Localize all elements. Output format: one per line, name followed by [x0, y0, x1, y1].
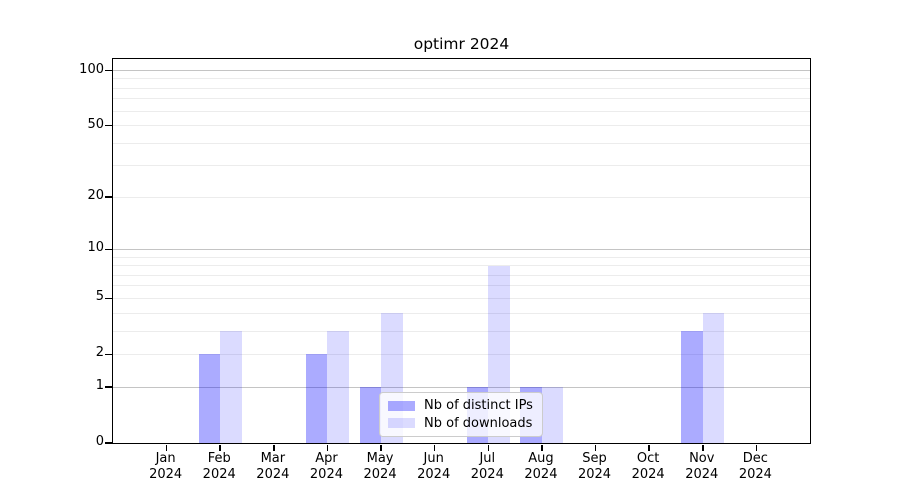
x-tick-label: Nov 2024	[672, 451, 732, 483]
gridline-minor	[113, 256, 810, 258]
gridline-minor	[113, 110, 810, 112]
y-tick-label: 1	[95, 378, 104, 394]
y-tick-label: 0	[95, 434, 104, 449]
x-tick-year: 2024	[202, 467, 236, 482]
gridline-minor	[113, 196, 810, 198]
y-tick-label: 50	[87, 116, 104, 132]
x-tick-year: 2024	[256, 467, 290, 482]
y-tick	[105, 248, 112, 251]
x-tick-label: Feb 2024	[189, 451, 249, 483]
bar-distinct-ips	[198, 354, 221, 443]
bar-distinct-ips	[681, 331, 703, 443]
gridline-major	[113, 248, 810, 250]
x-tick	[701, 445, 704, 451]
legend-item: Nb of downloads	[388, 416, 534, 431]
legend-label: Nb of distinct IPs	[424, 398, 533, 414]
y-tick-label: 100	[79, 61, 104, 77]
y-tick	[105, 297, 112, 300]
y-tick	[105, 124, 112, 127]
chart-title: optimr 2024	[413, 35, 510, 53]
bar-downloads	[541, 387, 564, 443]
gridline-minor	[113, 142, 810, 144]
x-tick-year: 2024	[524, 467, 558, 482]
gridline-minor	[113, 274, 810, 276]
x-tick-label: Mar 2024	[243, 451, 303, 483]
x-tick-label: Sep 2024	[565, 451, 625, 483]
plot-area: Nb of distinct IPs Nb of downloads	[105, 58, 811, 451]
gridline-minor	[113, 353, 810, 355]
gridline-minor	[113, 265, 810, 267]
x-tick-year: 2024	[685, 467, 719, 482]
x-tick	[648, 445, 650, 451]
legend-item: Nb of distinct IPs	[388, 398, 534, 413]
gridline-minor	[113, 125, 810, 127]
x-tick-label: May 2024	[350, 451, 410, 483]
x-tick-year: 2024	[577, 467, 612, 482]
legend-color-patch	[388, 418, 415, 429]
x-tick	[594, 445, 597, 451]
y-tick	[105, 353, 112, 356]
x-tick-year: 2024	[470, 467, 504, 482]
bar-downloads	[327, 331, 349, 443]
y-tick-label: 10	[87, 240, 104, 256]
x-tick-label: Jun 2024	[404, 451, 464, 483]
y-tick-label: 2	[95, 345, 104, 361]
y-tick-label: 5	[95, 289, 104, 305]
bar-downloads	[220, 331, 242, 443]
x-tick-label: Jan 2024	[136, 451, 196, 483]
x-tick-year: 2024	[738, 467, 772, 482]
x-tick	[380, 445, 382, 451]
legend-label: Nb of downloads	[424, 415, 533, 431]
gridline-minor	[113, 312, 810, 314]
x-tick-year: 2024	[417, 467, 451, 482]
x-tick-label: Jul 2024	[457, 451, 517, 483]
y-tick	[105, 196, 112, 199]
x-tick-label: Dec 2024	[725, 451, 785, 483]
x-tick-year: 2024	[631, 467, 665, 482]
bar-distinct-ips	[359, 387, 382, 443]
x-tick-label: Apr 2024	[296, 451, 356, 483]
x-tick	[755, 445, 758, 451]
x-tick-year: 2024	[363, 467, 397, 482]
y-tick-label: 20	[87, 188, 104, 204]
x-tick	[273, 445, 275, 451]
x-tick-label: Aug 2024	[511, 451, 571, 483]
y-tick	[105, 442, 112, 444]
gridline-major	[113, 70, 810, 72]
gridline-minor	[113, 87, 810, 89]
gridline-major	[113, 386, 810, 388]
x-tick-year: 2024	[309, 467, 343, 482]
y-tick	[105, 69, 112, 72]
gridline-minor	[113, 297, 810, 299]
gridline-minor	[113, 98, 810, 100]
gridline-minor	[113, 78, 810, 80]
legend: Nb of distinct IPs Nb of downloads	[379, 392, 543, 437]
y-tick	[105, 386, 112, 388]
x-tick	[326, 445, 329, 451]
bar-distinct-ips	[305, 354, 328, 443]
gridline-minor	[113, 285, 810, 287]
legend-color-patch	[388, 400, 415, 411]
x-tick	[165, 445, 168, 451]
x-tick	[433, 445, 436, 451]
x-tick	[541, 445, 543, 451]
bar-downloads	[702, 313, 725, 443]
x-tick-year: 2024	[149, 467, 183, 482]
gridline-minor	[113, 165, 810, 167]
x-tick	[219, 445, 222, 451]
x-tick	[487, 445, 490, 451]
x-tick-label: Oct 2024	[618, 451, 678, 483]
gridline-minor	[113, 330, 810, 332]
